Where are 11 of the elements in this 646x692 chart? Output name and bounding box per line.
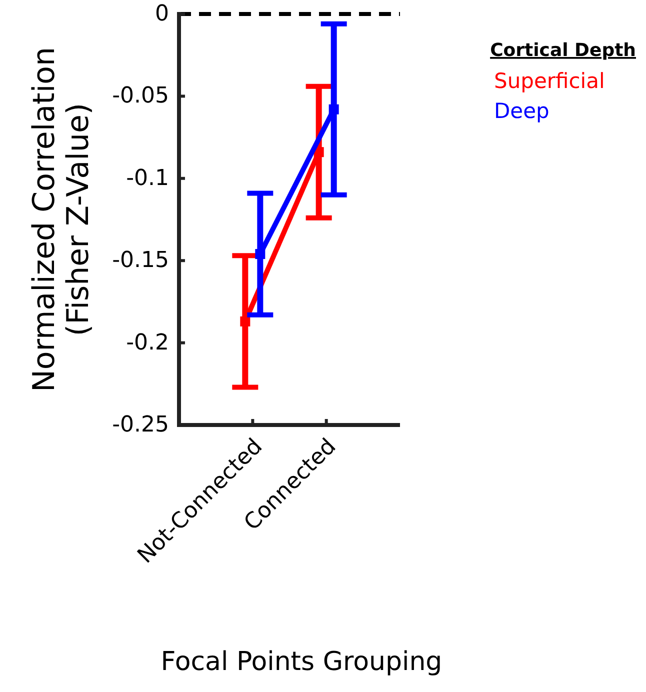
y-tick-label: 0 [155, 2, 169, 26]
text: Deep [494, 99, 550, 123]
y-tick-label: -0.25 [112, 412, 169, 438]
y-tick-label: -0.2 [126, 330, 169, 356]
y-tick-label: -0.15 [112, 248, 169, 274]
legend-title: Cortical Depth [490, 40, 636, 61]
y-tick-label: -0.1 [126, 166, 169, 191]
text: Superficial [494, 69, 605, 93]
y-axis-title: Normalized Correlation (Fisher Z-Value) [27, 46, 96, 392]
y-tick-label: -0.05 [112, 84, 169, 109]
x-axis-title: Focal Points Grouping [160, 647, 442, 677]
